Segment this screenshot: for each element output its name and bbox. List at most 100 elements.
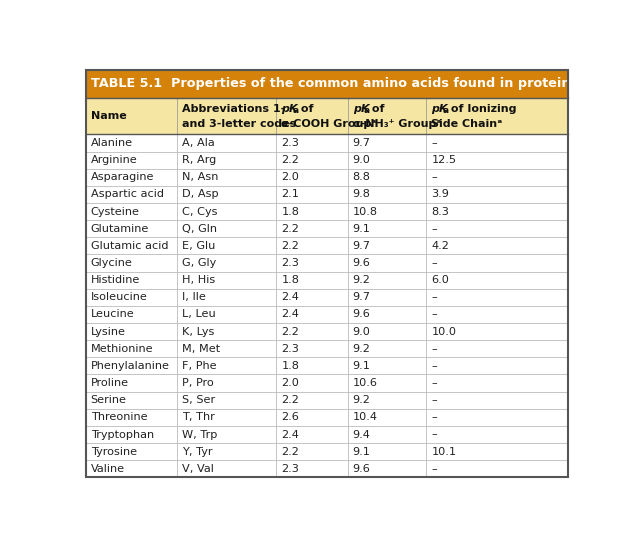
Text: 9.0: 9.0	[353, 327, 371, 337]
Text: 1.8: 1.8	[281, 361, 299, 371]
Bar	[177, 375, 276, 392]
Bar	[426, 254, 568, 272]
Text: 9.7: 9.7	[353, 241, 371, 251]
Bar	[276, 357, 348, 375]
Bar	[85, 134, 177, 152]
Text: –: –	[431, 412, 437, 422]
Text: 2.4: 2.4	[281, 309, 299, 319]
Text: 6.0: 6.0	[431, 275, 449, 285]
Bar	[85, 186, 177, 203]
Text: 9.1: 9.1	[353, 361, 371, 371]
Bar	[85, 460, 177, 478]
Bar	[276, 272, 348, 289]
Text: Proline: Proline	[91, 378, 129, 388]
Text: Isoleucine: Isoleucine	[91, 292, 147, 302]
Text: Tryptophan: Tryptophan	[91, 429, 154, 440]
Bar	[426, 134, 568, 152]
Bar	[426, 340, 568, 357]
Bar	[276, 323, 348, 340]
Text: Glycine: Glycine	[91, 258, 133, 268]
Text: 2.1: 2.1	[281, 189, 299, 199]
Text: 9.6: 9.6	[353, 309, 371, 319]
Bar	[177, 289, 276, 306]
Text: 2.2: 2.2	[281, 395, 299, 405]
Text: 9.6: 9.6	[353, 464, 371, 474]
Bar	[426, 186, 568, 203]
Text: 9.2: 9.2	[353, 275, 371, 285]
Bar	[276, 426, 348, 443]
Text: Serine: Serine	[91, 395, 126, 405]
Bar	[177, 254, 276, 272]
Bar	[85, 289, 177, 306]
Text: –: –	[431, 395, 437, 405]
Bar	[348, 426, 426, 443]
Text: 2.2: 2.2	[281, 327, 299, 337]
Text: –: –	[431, 172, 437, 182]
Bar	[348, 375, 426, 392]
Bar	[85, 323, 177, 340]
Text: pK: pK	[431, 104, 448, 114]
Bar	[177, 134, 276, 152]
Text: Threonine: Threonine	[91, 412, 147, 422]
Text: 2.3: 2.3	[281, 464, 299, 474]
Bar	[348, 392, 426, 409]
Bar	[276, 443, 348, 460]
Bar	[348, 152, 426, 169]
Bar	[348, 340, 426, 357]
Bar	[348, 169, 426, 186]
Bar	[348, 306, 426, 323]
Bar	[348, 272, 426, 289]
Bar	[276, 306, 348, 323]
Bar	[426, 237, 568, 254]
Bar	[276, 409, 348, 426]
Bar	[177, 409, 276, 426]
Bar	[85, 392, 177, 409]
Bar	[85, 254, 177, 272]
Text: –: –	[431, 344, 437, 354]
Text: 2.2: 2.2	[281, 241, 299, 251]
Bar	[276, 152, 348, 169]
Text: A, Ala: A, Ala	[182, 138, 215, 148]
Bar	[276, 203, 348, 220]
Bar	[85, 203, 177, 220]
Bar	[276, 254, 348, 272]
Text: of: of	[297, 104, 313, 114]
Bar	[426, 306, 568, 323]
Text: a: a	[364, 106, 369, 115]
Text: 9.1: 9.1	[353, 447, 371, 457]
Bar	[276, 460, 348, 478]
Bar	[348, 203, 426, 220]
Text: 8.8: 8.8	[353, 172, 371, 182]
Text: 9.8: 9.8	[353, 189, 371, 199]
Text: –: –	[431, 292, 437, 302]
Bar	[348, 460, 426, 478]
Text: 8.3: 8.3	[431, 207, 449, 217]
Bar	[276, 220, 348, 237]
Text: Arginine: Arginine	[91, 155, 137, 165]
Bar	[426, 443, 568, 460]
Text: 2.4: 2.4	[281, 292, 299, 302]
Text: 1.8: 1.8	[281, 207, 299, 217]
Text: 2.3: 2.3	[281, 344, 299, 354]
Text: 4.2: 4.2	[431, 241, 449, 251]
Text: R, Arg: R, Arg	[182, 155, 216, 165]
Text: Side Chainᵃ: Side Chainᵃ	[431, 119, 503, 129]
Bar	[85, 169, 177, 186]
Bar	[85, 237, 177, 254]
Bar	[426, 323, 568, 340]
Text: C, Cys: C, Cys	[182, 207, 218, 217]
Text: 9.1: 9.1	[353, 224, 371, 234]
Text: Y, Tyr: Y, Tyr	[182, 447, 213, 457]
Bar	[177, 169, 276, 186]
Text: –: –	[431, 224, 437, 234]
Text: 10.0: 10.0	[431, 327, 456, 337]
Bar	[426, 152, 568, 169]
Text: of Ionizing: of Ionizing	[447, 104, 517, 114]
Text: K, Lys: K, Lys	[182, 327, 215, 337]
Text: Asparagine: Asparagine	[91, 172, 154, 182]
Bar	[177, 186, 276, 203]
Bar	[348, 254, 426, 272]
Text: and 3-letter codes: and 3-letter codes	[182, 119, 297, 129]
Text: M, Met: M, Met	[182, 344, 221, 354]
Text: 9.7: 9.7	[353, 138, 371, 148]
